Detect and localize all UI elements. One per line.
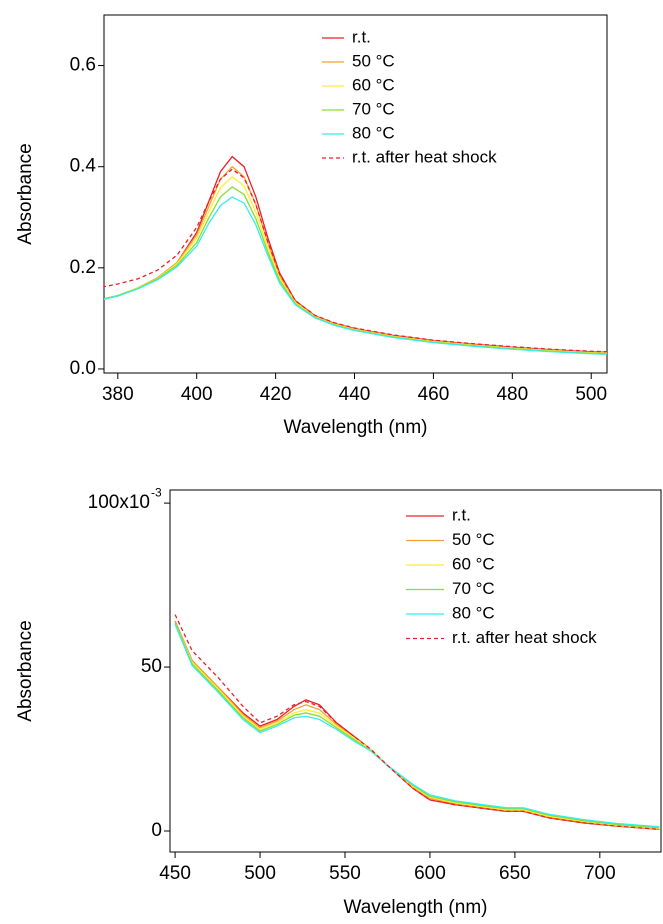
legend-label: 70 °C xyxy=(352,99,395,118)
legend-label: r.t. xyxy=(452,505,471,524)
x-axis-label: Wavelength (nm) xyxy=(344,897,488,918)
series-line xyxy=(174,622,660,830)
series-line xyxy=(174,620,660,830)
x-tick-label: 440 xyxy=(339,384,371,405)
x-tick-label: 650 xyxy=(499,863,531,884)
legend-label: 50 °C xyxy=(352,51,395,70)
plot-frame xyxy=(169,489,662,853)
x-tick-label: 500 xyxy=(244,863,276,884)
x-tick-label: 460 xyxy=(418,384,450,405)
series-line xyxy=(104,165,607,354)
x-tick-label: 550 xyxy=(329,863,361,884)
legend-label: 70 °C xyxy=(452,579,495,598)
x-tick-label: 450 xyxy=(159,863,191,884)
legend-label: r.t. after heat shock xyxy=(452,628,597,647)
series-line xyxy=(174,620,660,831)
y-axis-label: Absorbance xyxy=(15,620,36,721)
legend-label: 80 °C xyxy=(352,123,395,142)
x-tick-label: 400 xyxy=(181,384,213,405)
y-tick-label: 0.4 xyxy=(70,156,97,177)
legend-label: r.t. xyxy=(352,27,371,46)
y-tick-label: 0.2 xyxy=(70,257,96,278)
y-tick-label: 0.6 xyxy=(70,55,96,76)
x-tick-label: 600 xyxy=(414,863,446,884)
x-tick-label: 380 xyxy=(102,384,134,405)
y-tick-label: 100x10 xyxy=(88,492,150,513)
x-tick-label: 500 xyxy=(575,384,607,405)
series-line xyxy=(104,155,607,353)
y-axis-label: Absorbance xyxy=(15,143,36,244)
legend-label: 60 °C xyxy=(452,554,495,573)
series-line xyxy=(174,622,660,829)
legend-label: r.t. after heat shock xyxy=(352,147,497,166)
y-tick-label: 0 xyxy=(151,820,162,841)
series-line xyxy=(174,624,660,828)
x-tick-label: 420 xyxy=(260,384,292,405)
legend-label: 50 °C xyxy=(452,530,495,549)
y-tick-label: 50 xyxy=(141,656,162,677)
series-line xyxy=(104,168,607,353)
x-tick-label: 480 xyxy=(496,384,528,405)
x-axis-label: Wavelength (nm) xyxy=(284,417,428,438)
legend-label: 80 °C xyxy=(452,603,495,622)
series-line xyxy=(104,196,607,355)
plot-frame xyxy=(103,14,608,374)
legend-label: 60 °C xyxy=(352,75,395,94)
y-tick-label: 0.0 xyxy=(70,358,96,379)
y-tick-exponent: -3 xyxy=(151,485,162,499)
x-tick-label: 700 xyxy=(584,863,616,884)
